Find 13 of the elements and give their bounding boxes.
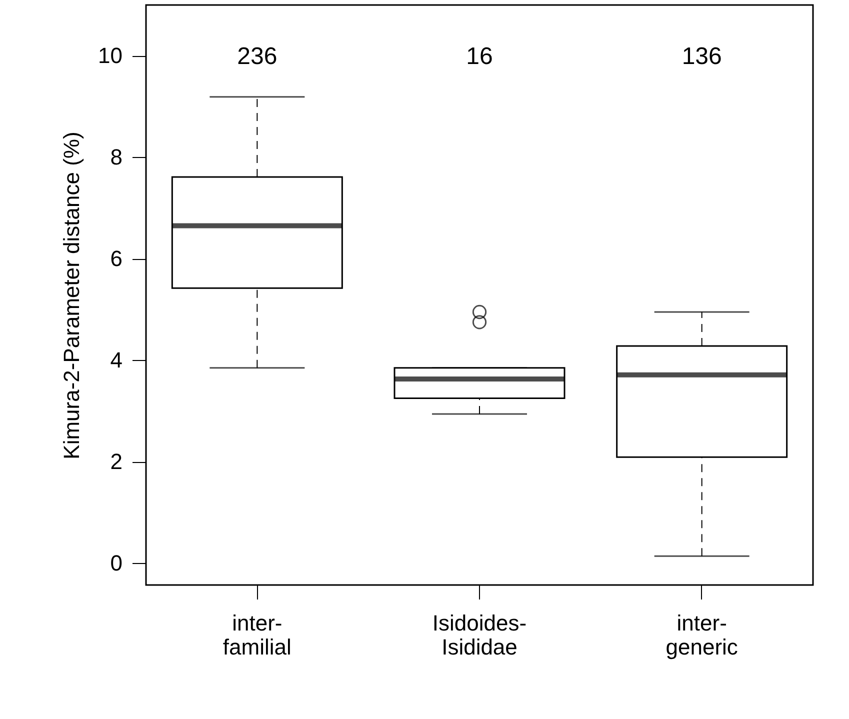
y-tick-label: 4: [110, 348, 122, 373]
y-tick-label: 6: [110, 246, 122, 272]
x-tick-label: inter-generic: [666, 610, 738, 660]
y-tick-label: 2: [110, 449, 122, 474]
y-tick-label: 10: [98, 43, 122, 68]
annotation: 236: [237, 43, 278, 70]
y-tick-label: 8: [110, 144, 122, 170]
x-tick-label: inter-familial: [222, 610, 292, 660]
annotation: 16: [466, 43, 493, 70]
x-tick-label: Isidoides-Isididae: [432, 610, 527, 660]
annotation: 136: [682, 43, 722, 70]
y-axis-title: Kimura-2-Parameter distance (%): [59, 132, 84, 460]
y-tick-label: 0: [110, 550, 122, 576]
